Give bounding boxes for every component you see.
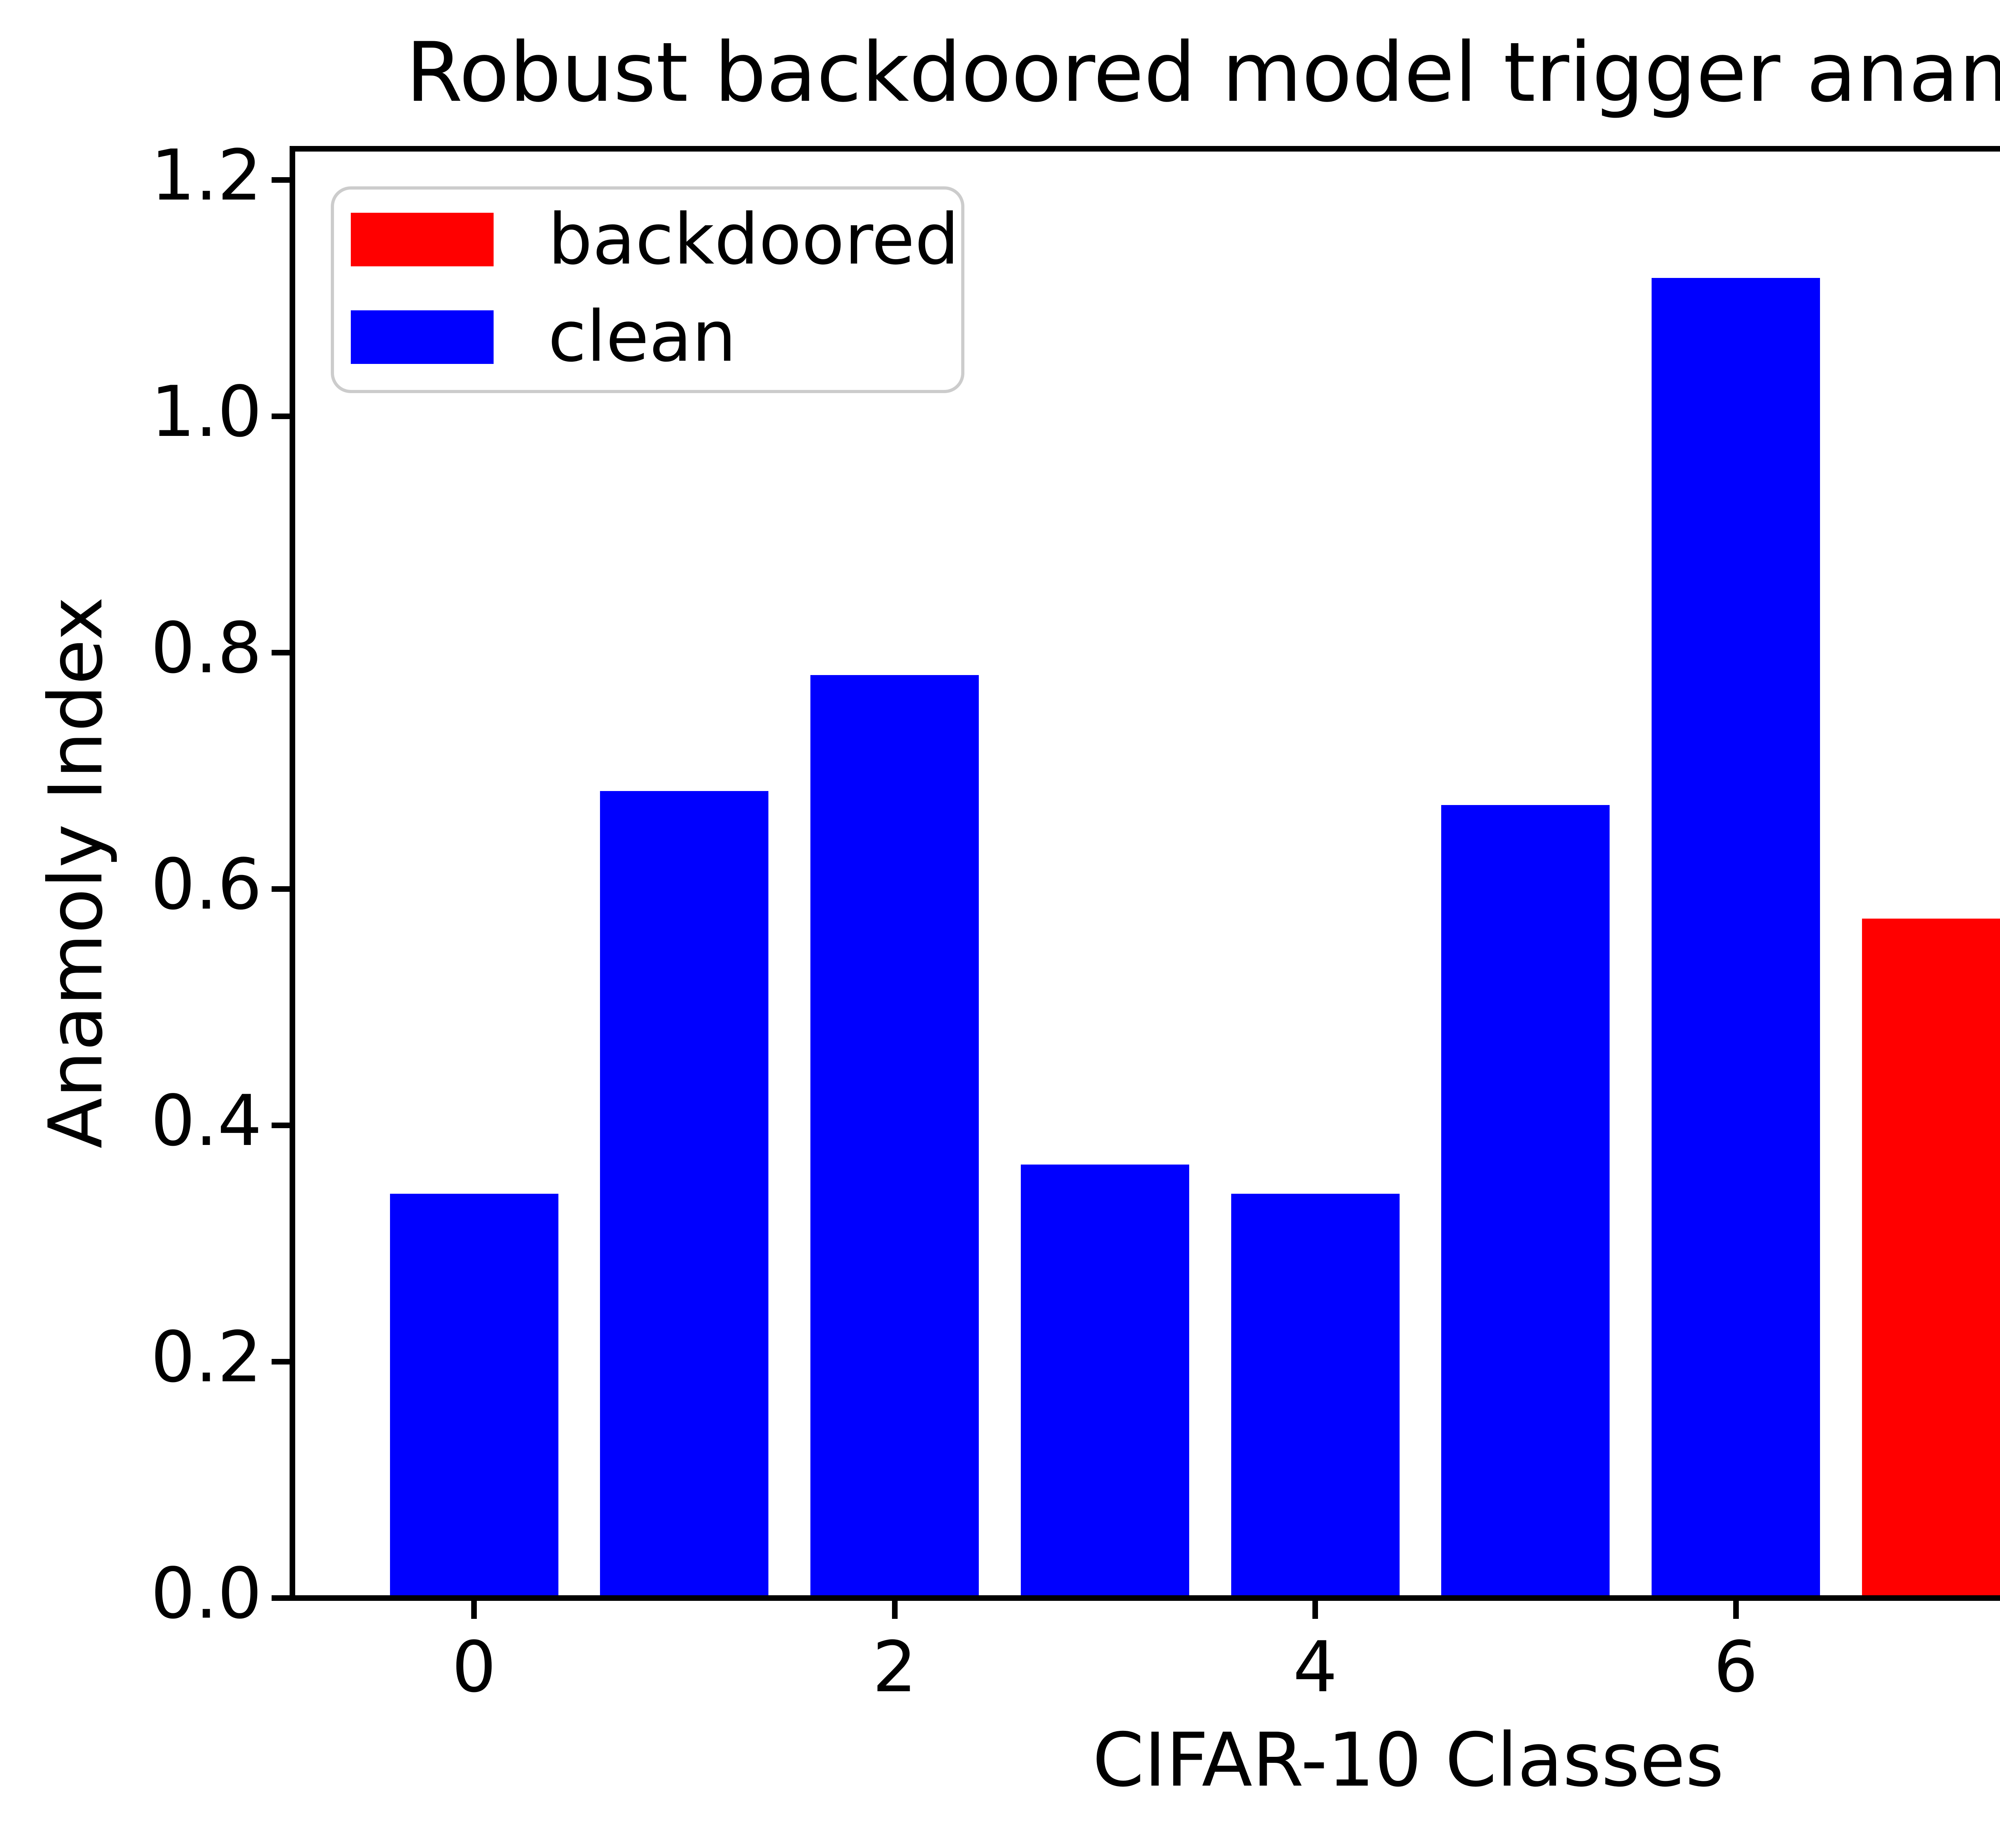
x-tick-mark <box>1733 1601 1739 1619</box>
bar-class-2-clean <box>810 675 979 1598</box>
x-tick-mark <box>471 1601 477 1619</box>
x-tick-mark <box>892 1601 898 1619</box>
y-tick-label: 0.0 <box>150 1553 262 1634</box>
legend-swatch-backdoored <box>351 213 494 266</box>
x-tick-mark <box>1312 1601 1318 1619</box>
y-tick-label: 0.2 <box>150 1317 262 1398</box>
y-tick-mark <box>272 886 290 892</box>
bar-class-4-clean <box>1231 1194 1400 1598</box>
y-tick-mark <box>272 1123 290 1128</box>
x-tick-label: 4 <box>1293 1627 1338 1708</box>
x-axis-label: CIFAR-10 Classes <box>1092 1717 1724 1803</box>
bar-class-5-clean <box>1441 805 1610 1598</box>
y-tick-label: 1.2 <box>150 135 262 216</box>
x-tick-label: 0 <box>452 1627 496 1708</box>
y-tick-label: 0.6 <box>150 844 262 925</box>
bar-class-0-clean <box>390 1194 558 1598</box>
x-tick-label: 6 <box>1713 1627 1758 1708</box>
y-tick-mark <box>272 414 290 419</box>
x-tick-label: 2 <box>872 1627 917 1708</box>
y-tick-label: 0.4 <box>150 1081 262 1162</box>
y-tick-mark <box>272 650 290 655</box>
bar-class-7-backdoored <box>1862 919 2000 1598</box>
y-tick-label: 0.8 <box>150 608 262 689</box>
legend-label-backdoored: backdoored <box>548 199 959 280</box>
bar-class-6-clean <box>1652 278 1820 1598</box>
bar-class-1-clean <box>600 791 769 1598</box>
y-tick-mark <box>272 1595 290 1601</box>
y-tick-mark <box>272 177 290 183</box>
legend-swatch-clean <box>351 310 494 364</box>
chart-title: Robust backdoored model trigger anamoly … <box>406 25 2000 120</box>
bar-class-3-clean <box>1020 1165 1189 1598</box>
legend: backdoored clean <box>331 186 964 393</box>
y-tick-label: 1.0 <box>150 372 262 453</box>
legend-label-clean: clean <box>548 296 736 378</box>
y-tick-mark <box>272 1359 290 1365</box>
